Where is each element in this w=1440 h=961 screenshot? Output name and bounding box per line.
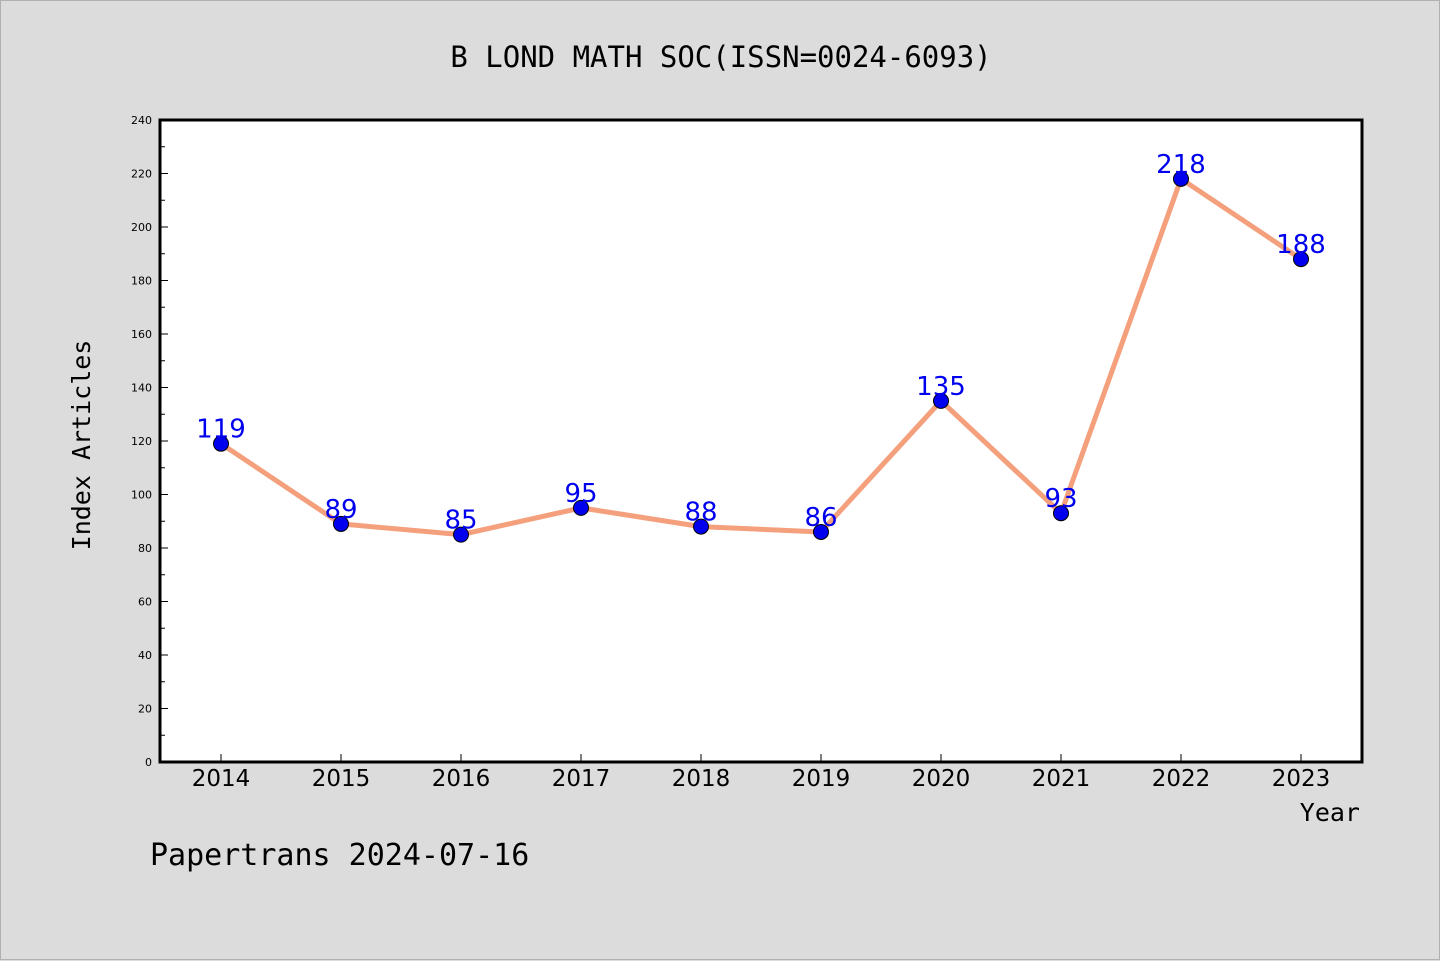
y-axis: 0 20 40 60 80 100 120 140 160 180 200 220 240 xyxy=(131,114,168,769)
x-tick-label: 2014 xyxy=(192,766,251,792)
data-label: 93 xyxy=(1044,484,1077,514)
data-point xyxy=(333,515,349,532)
data-labels: 119 89 85 95 88 86 135 93 218 188 xyxy=(196,150,1326,536)
x-tick-label: 2020 xyxy=(912,766,971,792)
y-tick-label: 100 xyxy=(131,489,152,502)
data-point xyxy=(573,499,589,516)
x-tick-label: 2015 xyxy=(312,766,371,792)
y-tick-label: 20 xyxy=(138,703,152,716)
series-line xyxy=(219,176,1303,538)
x-tick-label: 2019 xyxy=(792,766,851,792)
y-tick-label: 220 xyxy=(131,168,152,181)
x-tick-label: 2018 xyxy=(672,766,731,792)
y-tick-label: 180 xyxy=(131,275,152,288)
data-label: 135 xyxy=(916,372,966,402)
data-label: 188 xyxy=(1276,230,1326,260)
data-point xyxy=(813,523,829,540)
data-label: 85 xyxy=(444,506,477,536)
data-label: 119 xyxy=(196,415,246,445)
y-tick-label: 40 xyxy=(138,649,152,662)
y-tick-label: 200 xyxy=(131,221,152,234)
data-markers xyxy=(213,170,1309,543)
y-tick-label: 160 xyxy=(131,328,152,341)
x-tick-label: 2016 xyxy=(432,766,491,792)
y-tick-label: 0 xyxy=(145,756,152,769)
data-label: 218 xyxy=(1156,150,1206,180)
y-tick-label: 80 xyxy=(138,542,152,555)
x-axis: 2014 2015 2016 2017 2018 2019 2020 2021 2022 2023 xyxy=(192,754,1331,792)
data-point xyxy=(213,435,229,452)
plot-area xyxy=(158,118,1364,764)
data-point xyxy=(693,518,709,535)
y-tick-label: 240 xyxy=(131,114,152,127)
chart-title: B LOND MATH SOC(ISSN=0024-6093) xyxy=(450,40,991,74)
data-label: 86 xyxy=(804,503,837,533)
x-tick-label: 2021 xyxy=(1032,766,1091,792)
x-axis-label: Year xyxy=(1300,798,1360,827)
x-tick-label: 2017 xyxy=(552,766,611,792)
data-label: 89 xyxy=(324,495,357,525)
y-tick-label: 120 xyxy=(131,435,152,448)
data-label: 88 xyxy=(684,498,717,528)
x-tick-label: 2023 xyxy=(1272,766,1331,792)
footer-text: Papertrans 2024-07-16 xyxy=(150,838,529,873)
data-point xyxy=(1293,251,1309,268)
data-point xyxy=(453,526,469,543)
y-tick-label: 140 xyxy=(131,382,152,395)
x-tick-label: 2022 xyxy=(1152,766,1211,792)
y-tick-label: 60 xyxy=(138,596,152,609)
y-axis-label: Index Articles xyxy=(67,340,96,551)
data-point xyxy=(1053,505,1069,522)
data-label: 95 xyxy=(564,479,597,509)
data-point xyxy=(933,392,949,409)
data-point xyxy=(1173,170,1189,187)
